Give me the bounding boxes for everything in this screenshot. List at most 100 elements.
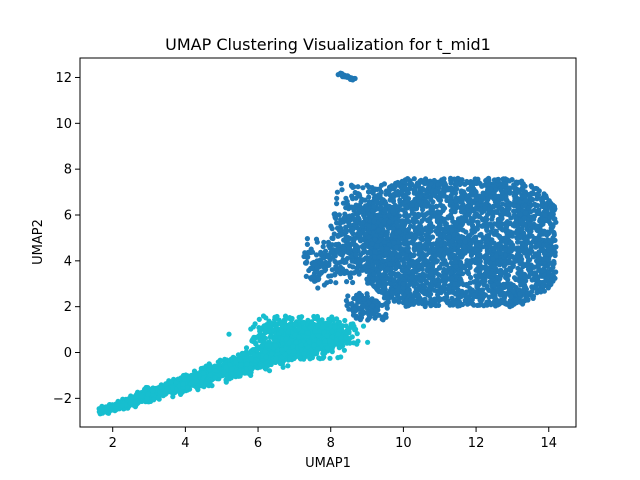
point-blue xyxy=(419,234,425,240)
point-cyan xyxy=(184,384,190,391)
point-cyan xyxy=(193,378,200,384)
point-cyan xyxy=(306,339,312,345)
point-blue xyxy=(460,227,466,233)
point-blue xyxy=(491,264,497,270)
point-blue xyxy=(459,288,465,294)
point-blue xyxy=(507,189,513,195)
point-cyan xyxy=(266,343,272,349)
point-cyan xyxy=(305,330,311,336)
point-blue xyxy=(477,294,483,301)
point-blue xyxy=(416,245,422,251)
point-cyan xyxy=(145,391,151,397)
point-blue xyxy=(516,247,522,254)
point-cyan xyxy=(169,385,175,391)
point-blue xyxy=(517,211,523,217)
point-cyan xyxy=(262,324,268,330)
point-blue xyxy=(406,282,412,288)
point-cyan xyxy=(310,333,316,340)
point-blue xyxy=(477,262,483,268)
point-blue xyxy=(551,215,557,221)
point-blue xyxy=(533,285,539,291)
point-blue xyxy=(505,272,512,278)
point-blue xyxy=(532,201,538,207)
point-blue xyxy=(453,220,459,226)
point-blue xyxy=(416,251,422,257)
point-cyan xyxy=(223,379,229,385)
point-cyan xyxy=(244,361,250,367)
point-blue xyxy=(540,196,546,202)
point-blue xyxy=(465,198,471,204)
point-cyan xyxy=(312,328,318,334)
point-blue xyxy=(525,290,532,296)
point-cyan xyxy=(132,399,138,405)
point-blue xyxy=(401,260,407,266)
point-blue xyxy=(453,180,459,186)
point-cyan xyxy=(352,327,358,333)
point-cyan xyxy=(338,354,344,360)
point-cyan xyxy=(285,363,291,369)
point-cyan xyxy=(144,396,150,402)
point-blue xyxy=(408,253,414,259)
point-blue xyxy=(438,226,444,232)
point-cyan xyxy=(252,321,258,327)
point-cyan xyxy=(189,379,195,385)
point-cyan xyxy=(170,394,176,400)
point-blue xyxy=(493,253,499,259)
point-cyan xyxy=(119,403,125,409)
point-blue xyxy=(478,272,484,279)
point-blue xyxy=(449,275,455,281)
point-cyan xyxy=(266,368,273,374)
point-cyan xyxy=(150,388,156,394)
point-blue xyxy=(456,243,462,249)
point-cyan xyxy=(316,355,322,361)
point-cyan xyxy=(324,333,330,339)
point-blue xyxy=(444,262,450,268)
point-cyan xyxy=(181,376,187,382)
point-blue xyxy=(479,223,485,229)
point-cyan xyxy=(237,356,243,362)
point-cyan xyxy=(99,407,105,413)
point-blue xyxy=(489,224,495,230)
point-blue xyxy=(483,178,490,184)
point-cyan xyxy=(269,351,275,357)
point-blue xyxy=(443,224,449,231)
point-blue xyxy=(454,186,460,192)
point-blue xyxy=(522,210,529,216)
point-blue xyxy=(502,262,508,268)
point-blue xyxy=(415,182,421,188)
point-blue xyxy=(500,176,506,182)
point-blue xyxy=(494,177,500,183)
point-blue xyxy=(445,215,451,221)
point-cyan xyxy=(216,361,222,367)
point-blue xyxy=(428,291,434,297)
point-blue xyxy=(511,203,517,209)
point-cyan xyxy=(212,375,218,381)
point-blue xyxy=(467,232,473,238)
point-cyan xyxy=(241,351,247,357)
point-blue xyxy=(445,187,451,193)
point-blue xyxy=(512,258,518,264)
point-blue xyxy=(436,282,442,288)
point-blue xyxy=(473,236,479,242)
point-cyan xyxy=(256,325,262,331)
point-blue xyxy=(493,209,499,215)
point-blue xyxy=(402,239,408,245)
point-blue xyxy=(442,180,448,186)
point-cyan xyxy=(243,345,250,351)
point-cyan xyxy=(212,367,218,373)
point-blue xyxy=(471,292,477,298)
point-cyan xyxy=(296,314,302,320)
point-cyan xyxy=(322,338,328,344)
point-cyan xyxy=(273,343,279,349)
point-blue xyxy=(465,212,471,218)
point-blue xyxy=(428,206,434,212)
point-blue xyxy=(423,299,429,305)
point-blue xyxy=(535,192,542,198)
point-cyan xyxy=(343,328,349,335)
point-blue xyxy=(552,252,558,259)
point-blue xyxy=(490,300,496,306)
point-blue xyxy=(439,256,446,262)
point-blue xyxy=(401,194,407,200)
point-blue xyxy=(455,250,461,256)
point-cyan xyxy=(157,384,163,390)
